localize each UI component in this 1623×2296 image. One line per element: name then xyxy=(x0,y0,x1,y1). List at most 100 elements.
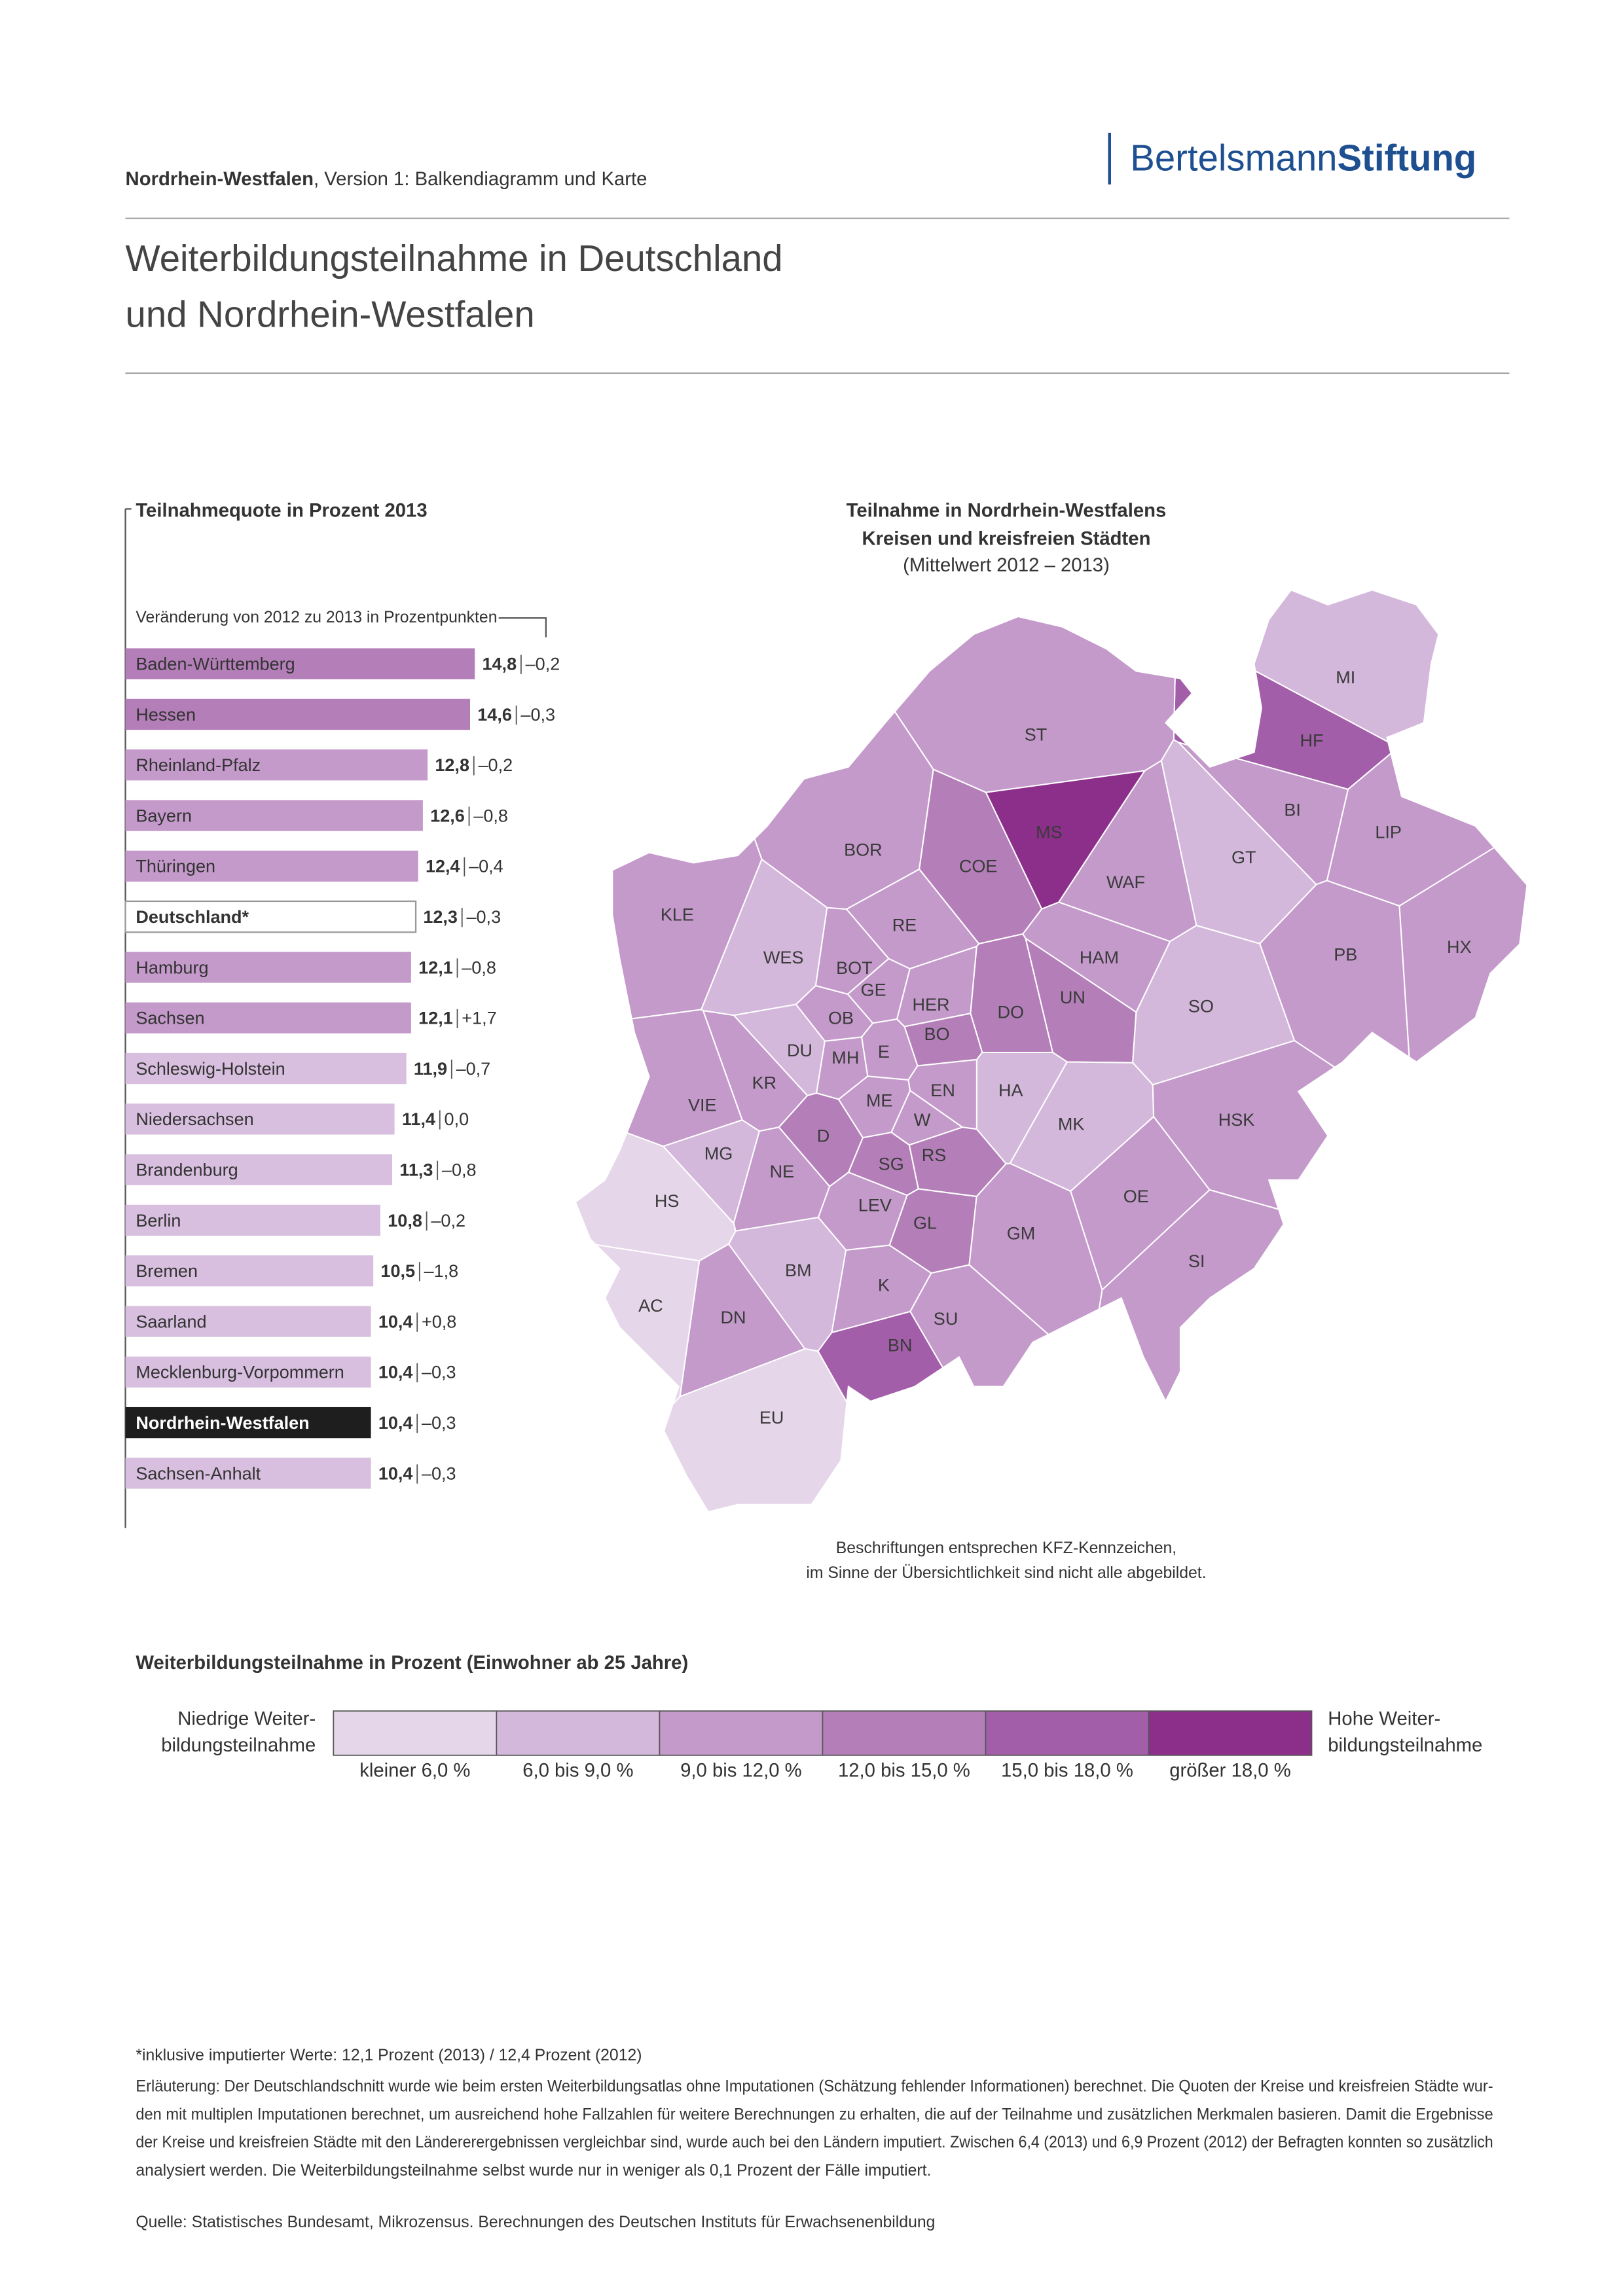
change-label: –0,3 xyxy=(520,705,555,725)
value-label: 14,8 xyxy=(482,655,517,674)
bar-category: Niedersachsen xyxy=(136,1109,253,1129)
region-label: LEV xyxy=(858,1196,892,1215)
bar-category: Brandenburg xyxy=(136,1160,238,1180)
region-label: SU xyxy=(934,1309,958,1329)
bar-category: Rheinland-Pfalz xyxy=(136,755,261,775)
legend-high: Hohe Weiter- xyxy=(1328,1708,1440,1729)
footnote: *inklusive imputierter Werte: 12,1 Proze… xyxy=(136,2047,642,2064)
legend-label: 12,0 bis 15,0 % xyxy=(838,1759,970,1781)
region-label: BM xyxy=(785,1261,812,1280)
region-label: E xyxy=(878,1042,890,1062)
region-label: UN xyxy=(1060,988,1085,1007)
region-label: GT xyxy=(1231,848,1256,867)
region-label: GL xyxy=(913,1213,937,1233)
footnote: analysiert werden. Die Weiterbildungstei… xyxy=(136,2162,931,2179)
bar xyxy=(125,1407,371,1439)
region-label: WES xyxy=(763,948,804,967)
value-label: 14,6 xyxy=(477,705,512,725)
bar-title: Teilnahmequote in Prozent 2013 xyxy=(136,500,427,522)
region-label: SO xyxy=(1188,996,1214,1016)
map-title: Teilnahme in Nordrhein-Westfalens xyxy=(847,500,1167,522)
legend-swatch xyxy=(333,1711,497,1755)
value-label: 10,8 xyxy=(388,1211,422,1230)
change-label: –0,3 xyxy=(422,1463,456,1483)
value-label: 11,9 xyxy=(414,1059,447,1079)
region-label: WAF xyxy=(1106,872,1145,892)
region-label: MH xyxy=(831,1048,859,1067)
legend-title: Weiterbildungsteilnahme in Prozent (Einw… xyxy=(136,1652,688,1674)
map-region xyxy=(663,1348,848,1513)
region-label: BN xyxy=(888,1336,913,1355)
page-title: Weiterbildungsteilnahme in Deutschland xyxy=(126,238,783,279)
bar-category: Deutschland* xyxy=(136,907,249,927)
region-label: ST xyxy=(1025,725,1048,745)
map-title: Kreisen und kreisfreien Städten xyxy=(862,528,1150,550)
bar xyxy=(125,648,475,679)
legend-swatch xyxy=(1148,1711,1312,1755)
bar xyxy=(125,1154,393,1185)
bar-category: Nordrhein-Westfalen xyxy=(136,1413,309,1433)
bar xyxy=(125,952,411,983)
region-label: RE xyxy=(892,915,917,935)
bar xyxy=(125,1052,407,1085)
bar-category: Berlin xyxy=(136,1211,181,1230)
value-label: 12,8 xyxy=(435,755,469,775)
header-version: , Version 1: Balkendiagramm und Karte xyxy=(314,168,647,190)
bar xyxy=(125,1002,411,1033)
change-label: –0,3 xyxy=(466,907,501,927)
value-label: 10,5 xyxy=(380,1261,415,1281)
map-note: im Sinne der Übersichtlichkeit sind nich… xyxy=(806,1564,1206,1582)
region-label: COE xyxy=(959,856,998,876)
region-label: DN xyxy=(721,1308,746,1327)
region-label: OB xyxy=(828,1008,854,1028)
region-label: BOR xyxy=(844,840,883,859)
region-label: MK xyxy=(1058,1115,1085,1134)
bar-category: Schleswig-Holstein xyxy=(136,1059,285,1079)
region-label: PB xyxy=(1334,944,1357,964)
region-label: HA xyxy=(998,1081,1023,1100)
bar xyxy=(125,800,423,831)
region-label: RS xyxy=(922,1145,947,1165)
logo: BertelsmannStiftung xyxy=(1130,137,1476,179)
region-label: SI xyxy=(1188,1251,1205,1271)
bar-category: Bayern xyxy=(136,806,192,825)
value-label: 12,6 xyxy=(430,806,465,825)
bar-category: Baden-Württemberg xyxy=(136,655,295,674)
region-label: NE xyxy=(770,1162,795,1181)
bar xyxy=(125,1103,395,1135)
region-label: KR xyxy=(752,1073,777,1093)
change-label: –1,8 xyxy=(424,1261,459,1281)
map-region xyxy=(1253,589,1440,744)
region-label: ME xyxy=(866,1091,893,1111)
map-region xyxy=(909,1264,1050,1388)
map-note: Beschriftungen entsprechen KFZ-Kennzeich… xyxy=(836,1539,1176,1557)
value-label: 11,4 xyxy=(402,1109,435,1129)
footnote: den mit multiplen Imputationen berechnet… xyxy=(136,2106,1493,2123)
change-label: –0,2 xyxy=(479,755,513,775)
logo-part: Bertelsmann xyxy=(1130,137,1337,179)
value-label: 12,1 xyxy=(418,958,453,977)
region-label: MG xyxy=(704,1144,733,1164)
legend-label: größer 18,0 % xyxy=(1169,1759,1291,1781)
bar xyxy=(125,1306,371,1337)
legend-low: bildungsteilnahme xyxy=(161,1734,316,1756)
region-label: BO xyxy=(924,1024,950,1044)
region-label: DU xyxy=(787,1041,812,1060)
bar xyxy=(125,1204,380,1236)
region-label: HX xyxy=(1447,937,1472,957)
bar xyxy=(125,698,471,730)
region-label: BOT xyxy=(836,958,873,978)
region-label: KLE xyxy=(661,905,694,925)
bar xyxy=(125,1255,374,1287)
value-label: 12,3 xyxy=(423,907,458,927)
region-label: K xyxy=(878,1275,890,1295)
legend-frame xyxy=(333,1710,1313,1756)
change-label: –0,2 xyxy=(526,655,560,674)
legend-swatch xyxy=(822,1711,986,1755)
header-region-text: Nordrhein-Westfalen xyxy=(126,168,314,190)
bar-category: Saarland xyxy=(136,1312,206,1331)
map-region xyxy=(1132,924,1296,1086)
value-label: 10,4 xyxy=(378,1312,413,1331)
